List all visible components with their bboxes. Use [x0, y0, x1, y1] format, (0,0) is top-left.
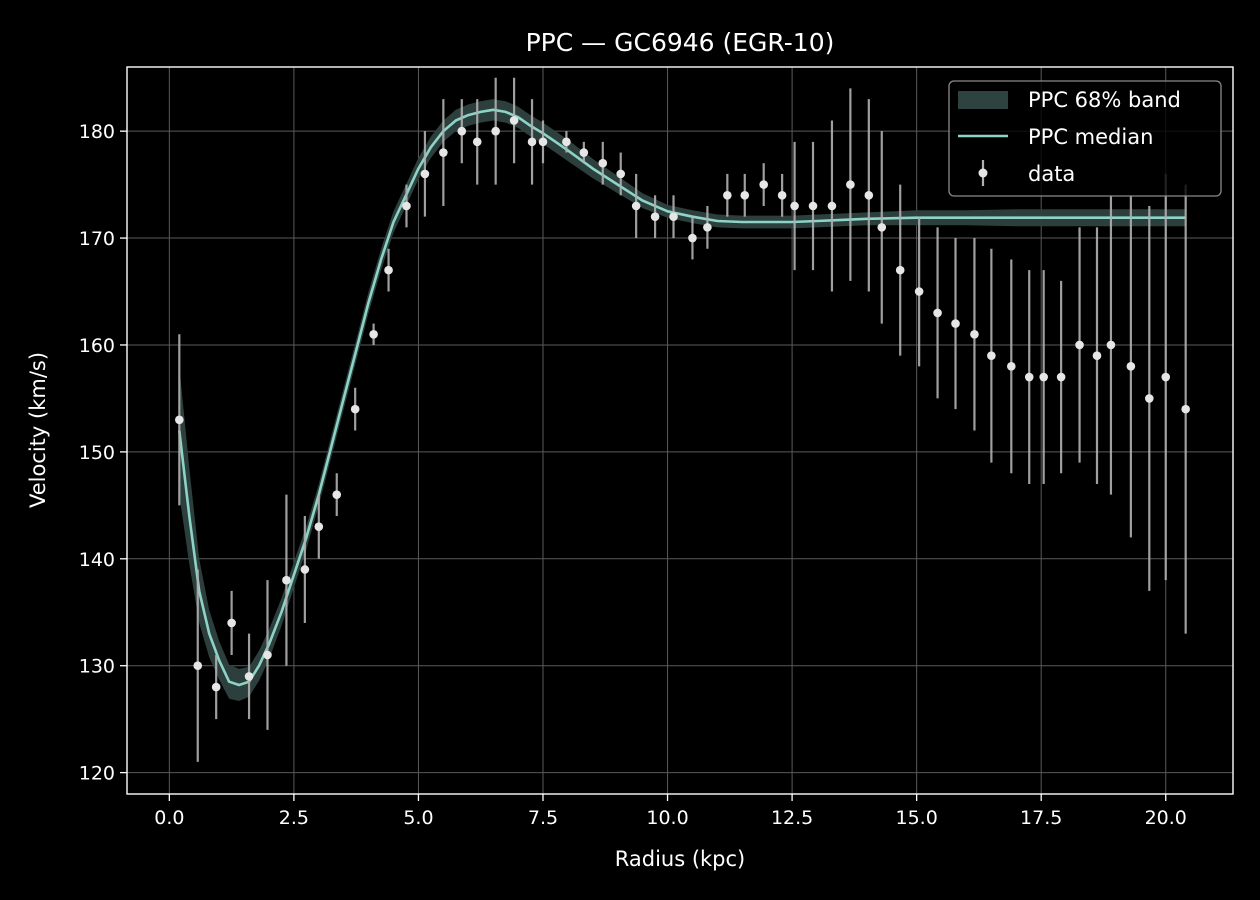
- data-point: [1161, 373, 1170, 382]
- data-point: [703, 223, 712, 232]
- data-point: [1025, 373, 1034, 382]
- y-tick-label: 160: [79, 335, 115, 357]
- y-tick-label: 130: [79, 656, 115, 678]
- data-point: [384, 266, 393, 275]
- legend-band-swatch: [958, 91, 1008, 109]
- data-point: [877, 223, 886, 232]
- data-point: [828, 202, 837, 211]
- y-tick-label: 180: [79, 121, 115, 143]
- data-point: [616, 170, 625, 179]
- data-point: [263, 651, 272, 660]
- data-point: [332, 490, 341, 499]
- x-tick-label: 10.0: [646, 807, 688, 829]
- data-point: [915, 287, 924, 296]
- x-tick-label: 20.0: [1145, 807, 1187, 829]
- data-point: [933, 309, 942, 318]
- data-point: [723, 191, 732, 200]
- data-point: [1145, 394, 1154, 403]
- data-point: [1057, 373, 1066, 382]
- data-point: [669, 212, 678, 221]
- data-point: [193, 661, 202, 670]
- data-point: [632, 202, 641, 211]
- data-point: [528, 138, 537, 147]
- data-point: [846, 180, 855, 189]
- y-tick-label: 120: [79, 763, 115, 785]
- data-point: [790, 202, 799, 211]
- x-axis-label: Radius (kpc): [615, 847, 746, 871]
- data-point: [688, 234, 697, 243]
- data-point: [759, 180, 768, 189]
- data-point: [245, 672, 254, 681]
- x-tick-label: 2.5: [279, 807, 309, 829]
- data-point: [402, 202, 411, 211]
- chart-title: PPC — GC6946 (EGR-10): [526, 28, 835, 57]
- data-point: [175, 416, 184, 425]
- y-tick-label: 170: [79, 228, 115, 250]
- data-point: [987, 351, 996, 360]
- data-point: [651, 212, 660, 221]
- data-point: [369, 330, 378, 339]
- x-tick-label: 12.5: [771, 807, 813, 829]
- y-axis-label: Velocity (km/s): [26, 352, 50, 508]
- legend-label-data: data: [1028, 162, 1075, 186]
- data-point: [227, 619, 236, 628]
- data-point: [439, 148, 448, 157]
- data-point: [970, 330, 979, 339]
- data-point: [865, 191, 874, 200]
- y-tick-label: 150: [79, 442, 115, 464]
- data-point: [778, 191, 787, 200]
- data-point: [562, 138, 571, 147]
- x-tick-label: 17.5: [1020, 807, 1062, 829]
- y-tick-label: 140: [79, 549, 115, 571]
- data-point: [491, 127, 500, 136]
- legend: PPC 68% band PPC median data: [949, 81, 1221, 196]
- data-point: [1007, 362, 1016, 371]
- data-point: [282, 576, 291, 585]
- data-point: [473, 138, 482, 147]
- data-point: [951, 319, 960, 328]
- data-point: [740, 191, 749, 200]
- data-point: [1039, 373, 1048, 382]
- data-point: [301, 565, 310, 574]
- data-point: [1093, 351, 1102, 360]
- data-point: [1181, 405, 1190, 414]
- legend-data-marker: [979, 169, 988, 178]
- data-point: [421, 170, 430, 179]
- legend-label-band: PPC 68% band: [1028, 88, 1181, 112]
- data-point: [896, 266, 905, 275]
- data-point: [351, 405, 360, 414]
- x-tick-label: 15.0: [895, 807, 937, 829]
- data-point: [1127, 362, 1136, 371]
- data-point: [457, 127, 466, 136]
- legend-label-median: PPC median: [1028, 125, 1153, 149]
- data-point: [809, 202, 818, 211]
- data-point: [1075, 341, 1084, 350]
- data-point: [580, 148, 589, 157]
- data-point: [1107, 341, 1116, 350]
- x-tick-label: 7.5: [528, 807, 558, 829]
- x-tick-label: 5.0: [403, 807, 433, 829]
- data-point: [315, 522, 324, 531]
- data-point: [212, 683, 221, 692]
- data-point: [510, 116, 519, 125]
- data-point: [598, 159, 607, 168]
- data-point: [539, 138, 548, 147]
- x-tick-label: 0.0: [154, 807, 184, 829]
